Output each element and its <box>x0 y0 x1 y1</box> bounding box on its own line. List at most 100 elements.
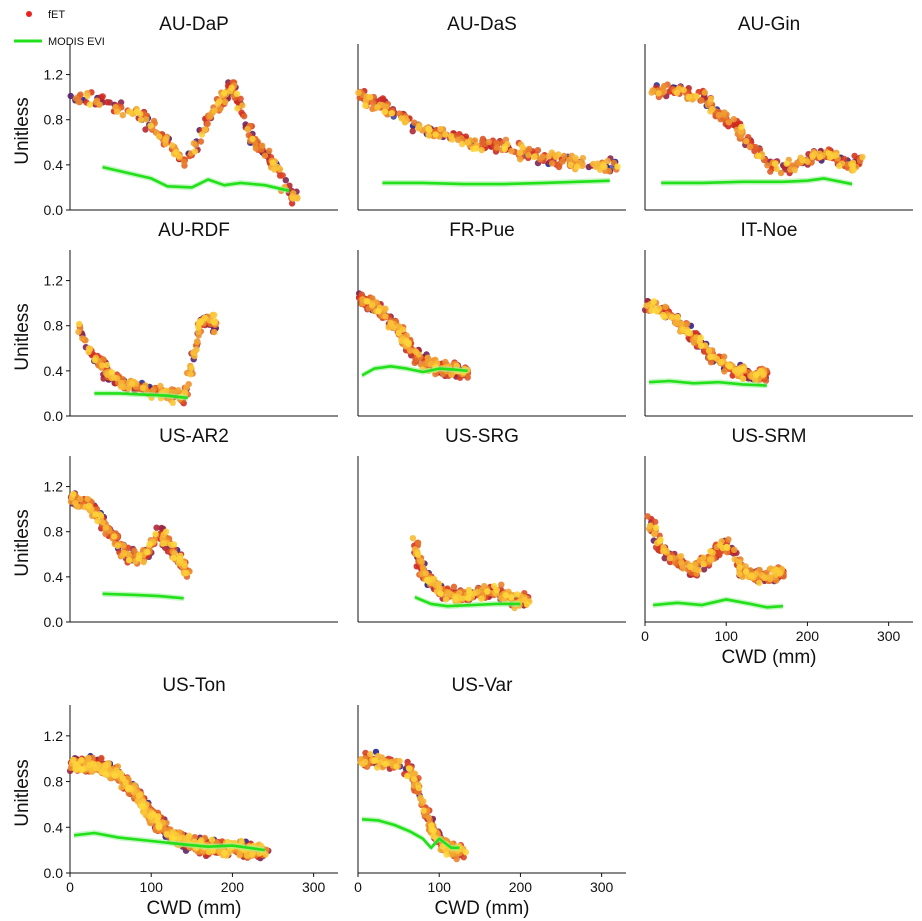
panel-title: AU-DaP <box>159 14 229 35</box>
fet-point <box>141 809 148 816</box>
fet-point <box>150 117 158 125</box>
fet-point <box>771 160 779 167</box>
fet-point <box>216 98 223 105</box>
fet-point <box>652 524 660 531</box>
fet-point <box>244 125 251 133</box>
fet-point <box>90 760 97 768</box>
fet-point <box>661 314 668 321</box>
fet-point <box>139 384 147 392</box>
fet-point <box>423 576 430 584</box>
legend-evi-label: MODIS EVI <box>48 36 105 48</box>
fet-point <box>355 89 362 97</box>
fet-point <box>669 313 676 321</box>
fet-point <box>269 159 276 166</box>
fet-point <box>92 511 99 518</box>
fet-point <box>358 291 365 298</box>
fet-point <box>114 542 121 550</box>
evi-line <box>661 177 853 186</box>
y-tick-label: 1.2 <box>44 479 64 495</box>
panel-au-gin: AU-Gin <box>644 14 913 211</box>
evi-line <box>73 831 266 852</box>
fet-point <box>211 107 218 114</box>
fet-point <box>152 530 159 538</box>
fet-point <box>430 832 437 840</box>
fet-point <box>736 564 743 571</box>
fet-point <box>752 376 759 384</box>
fet-point <box>685 94 693 101</box>
x-axis-label: CWD (mm) <box>147 898 242 919</box>
fet-point <box>660 88 667 96</box>
fet-point <box>660 547 667 555</box>
fet-point <box>415 784 422 792</box>
y-tick-label: 0.4 <box>44 363 64 379</box>
panel-au-das: AU-DaS <box>355 14 626 211</box>
fet-point <box>721 368 728 375</box>
fet-point <box>183 384 190 391</box>
y-tick-label: 0.4 <box>44 157 64 173</box>
fet-point <box>534 147 542 154</box>
fet-point <box>234 105 241 112</box>
fet-point <box>383 103 390 110</box>
fet-point <box>169 142 176 149</box>
fet-point <box>111 374 118 381</box>
fet-point <box>411 119 418 126</box>
fet-point <box>393 763 400 770</box>
fet-point <box>514 591 521 598</box>
fet-point <box>289 195 296 202</box>
fet-point <box>437 590 444 597</box>
fet-point <box>565 156 573 164</box>
fet-point <box>411 770 419 777</box>
fet-point <box>221 849 228 856</box>
evi-line <box>361 365 468 377</box>
panels: AU-DaP 0.0 0.4 0.8 1.2 Unitless AU-DaS AU-Gin AU… <box>12 14 913 919</box>
legend-fet-marker <box>26 11 32 17</box>
fet-point <box>674 313 681 321</box>
fet-point <box>516 149 524 156</box>
panel-it-noe: IT-Noe <box>641 220 913 417</box>
fet-point <box>111 772 119 779</box>
fet-point <box>170 829 177 836</box>
fet-point <box>651 530 658 538</box>
fet-point <box>695 566 702 574</box>
fet-point <box>382 760 389 768</box>
fet-point <box>197 138 205 145</box>
fet-point <box>94 517 101 525</box>
panel-title: US-SRM <box>732 426 807 447</box>
fet-point <box>736 570 743 578</box>
fet-point <box>175 387 182 394</box>
fet-point <box>548 149 555 156</box>
fet-point <box>157 382 164 390</box>
fet-point <box>195 329 202 336</box>
fet-point <box>138 803 146 810</box>
x-tick-label: 300 <box>877 628 901 644</box>
fet-point <box>420 807 427 814</box>
fet-point <box>723 543 730 551</box>
fet-point <box>460 854 467 861</box>
fet-point <box>715 111 723 119</box>
panel-us-ar2: US-AR2 0.0 0.4 0.8 1.2 Unitless <box>12 426 338 630</box>
fet-point <box>707 548 714 555</box>
fet-point <box>381 108 388 115</box>
fet-point <box>707 108 714 115</box>
x-tick-label: 300 <box>302 879 326 895</box>
fet-point <box>851 152 858 160</box>
panel-title: US-Var <box>452 675 514 696</box>
fet-point <box>764 162 771 169</box>
fet-point <box>72 95 80 102</box>
fet-point <box>135 792 143 800</box>
fet-point <box>825 150 832 157</box>
fet-point <box>134 108 141 115</box>
fet-point <box>400 326 407 333</box>
fet-point <box>600 162 607 169</box>
y-axis-label: Unitless <box>12 759 33 827</box>
fet-point <box>698 342 705 350</box>
fet-point <box>484 588 491 595</box>
fet-point <box>170 554 177 562</box>
fet-point <box>657 536 664 543</box>
fet-point <box>516 156 524 163</box>
fet-point <box>700 554 707 561</box>
fet-point <box>478 595 485 602</box>
fet-point <box>718 358 725 366</box>
fet-point <box>108 369 116 376</box>
evi-line <box>102 165 290 193</box>
